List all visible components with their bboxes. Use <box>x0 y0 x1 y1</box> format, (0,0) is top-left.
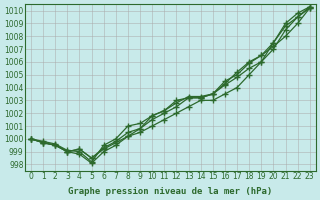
X-axis label: Graphe pression niveau de la mer (hPa): Graphe pression niveau de la mer (hPa) <box>68 187 273 196</box>
